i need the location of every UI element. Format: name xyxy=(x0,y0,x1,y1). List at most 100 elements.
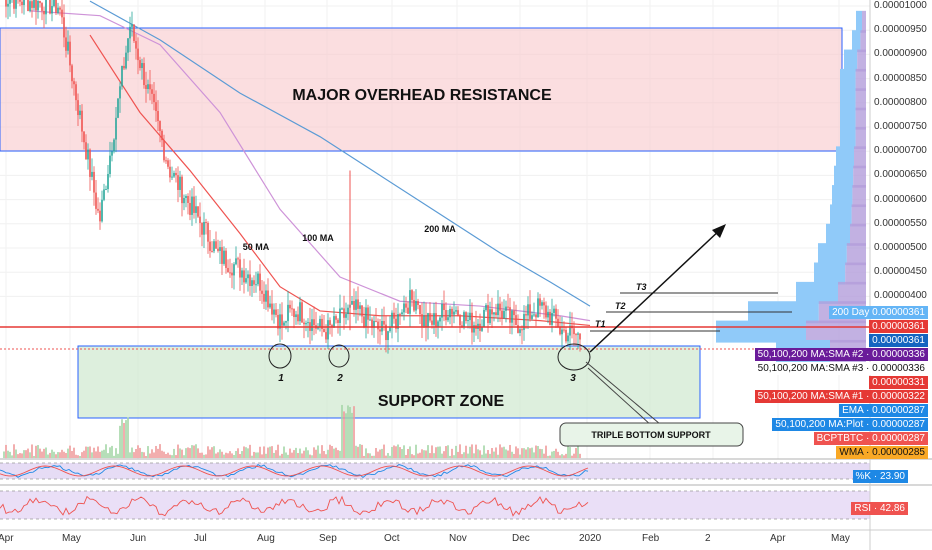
volume-bar xyxy=(503,446,505,458)
volume-bar xyxy=(281,453,283,458)
candle-body xyxy=(41,3,43,11)
candle-body xyxy=(279,314,281,329)
vp-bar xyxy=(840,88,856,111)
volume-bar xyxy=(105,444,107,458)
volume-bar xyxy=(271,446,273,458)
candle-body xyxy=(549,311,551,325)
volume-bar xyxy=(171,455,173,458)
volume-bar xyxy=(75,454,77,458)
volume-bar xyxy=(539,448,541,458)
candle-body xyxy=(401,312,403,315)
volume-bar xyxy=(473,453,475,458)
time-tick: Jul xyxy=(194,533,207,544)
volume-bar xyxy=(301,453,303,458)
volume-bar xyxy=(313,447,315,458)
candle-body xyxy=(493,312,495,315)
volume-bar xyxy=(115,448,117,458)
volume-bar xyxy=(533,452,535,458)
volume-bar xyxy=(567,444,569,458)
candle-body xyxy=(269,303,271,308)
candle-body xyxy=(321,318,323,330)
candle-body xyxy=(365,307,367,328)
candle-body xyxy=(291,308,293,310)
volume-bar xyxy=(509,444,511,458)
callout-pointer-1 xyxy=(585,361,661,425)
candle-body xyxy=(413,299,415,311)
candle-body xyxy=(131,24,133,27)
candle-body xyxy=(19,0,21,2)
tag-blue-361: 0.00000361 xyxy=(869,334,928,347)
volume-bar xyxy=(19,453,21,458)
candle-body xyxy=(337,319,339,323)
candle-body xyxy=(103,189,105,200)
volume-bar xyxy=(563,455,565,458)
candle-body xyxy=(449,308,451,318)
volume-bar xyxy=(311,455,313,458)
volume-bar xyxy=(91,452,93,458)
volume-bar xyxy=(233,455,235,458)
volume-bar xyxy=(373,455,375,458)
candle-body xyxy=(395,318,397,329)
vp-bar xyxy=(850,223,866,246)
volume-bar xyxy=(383,444,385,458)
volume-bar xyxy=(143,452,145,458)
volume-bar xyxy=(317,445,319,458)
volume-bar xyxy=(257,452,259,458)
candle-body xyxy=(567,335,569,342)
volume-bar xyxy=(333,448,335,458)
candle-body xyxy=(569,325,571,336)
volume-bar xyxy=(87,446,89,458)
candle-body xyxy=(397,314,399,329)
candle-body xyxy=(391,312,393,328)
candle-body xyxy=(159,121,161,131)
stoch-band xyxy=(0,463,870,479)
volume-bar xyxy=(189,448,191,458)
volume-bar xyxy=(39,448,41,458)
candle-body xyxy=(31,1,33,8)
candle-body xyxy=(287,304,289,322)
volume-bar xyxy=(561,454,563,458)
volume-bar xyxy=(51,449,53,458)
volume-bar xyxy=(99,451,101,458)
candle-body xyxy=(555,308,557,319)
candle-body xyxy=(367,307,369,320)
volume-bar xyxy=(125,420,127,458)
candle-body xyxy=(165,160,167,162)
candle-body xyxy=(509,307,511,323)
volume-bar xyxy=(275,450,277,458)
volume-bar xyxy=(387,453,389,458)
candle-body xyxy=(313,319,315,326)
vp-bar xyxy=(846,243,866,266)
candle-body xyxy=(13,0,15,9)
time-tick: May xyxy=(831,533,850,544)
vp-bar xyxy=(840,127,856,149)
candle-body xyxy=(577,333,579,335)
candle-body xyxy=(503,310,505,319)
volume-bar xyxy=(79,455,81,458)
vp-bar xyxy=(840,107,856,130)
candle-body xyxy=(283,322,285,326)
candle-body xyxy=(231,272,233,276)
candle-body xyxy=(265,290,267,302)
candle-body xyxy=(403,303,405,313)
candle-body xyxy=(359,305,361,309)
candle-body xyxy=(175,172,177,176)
volume-bar xyxy=(455,445,457,458)
candle-body xyxy=(527,304,529,316)
volume-bar xyxy=(481,454,483,458)
candle-body xyxy=(329,320,331,325)
candle-body xyxy=(39,0,41,4)
candle-body xyxy=(405,303,407,308)
candle-body xyxy=(267,290,269,308)
candle-body xyxy=(105,189,107,191)
candle-body xyxy=(191,196,193,215)
candle-body xyxy=(123,65,125,69)
volume-bar xyxy=(129,452,131,458)
candle-body xyxy=(153,93,155,103)
bottom-3-circle xyxy=(557,343,591,371)
candle-body xyxy=(419,305,421,315)
volume-bar xyxy=(407,449,409,458)
volume-bar xyxy=(367,453,369,458)
candle-body xyxy=(211,250,213,252)
